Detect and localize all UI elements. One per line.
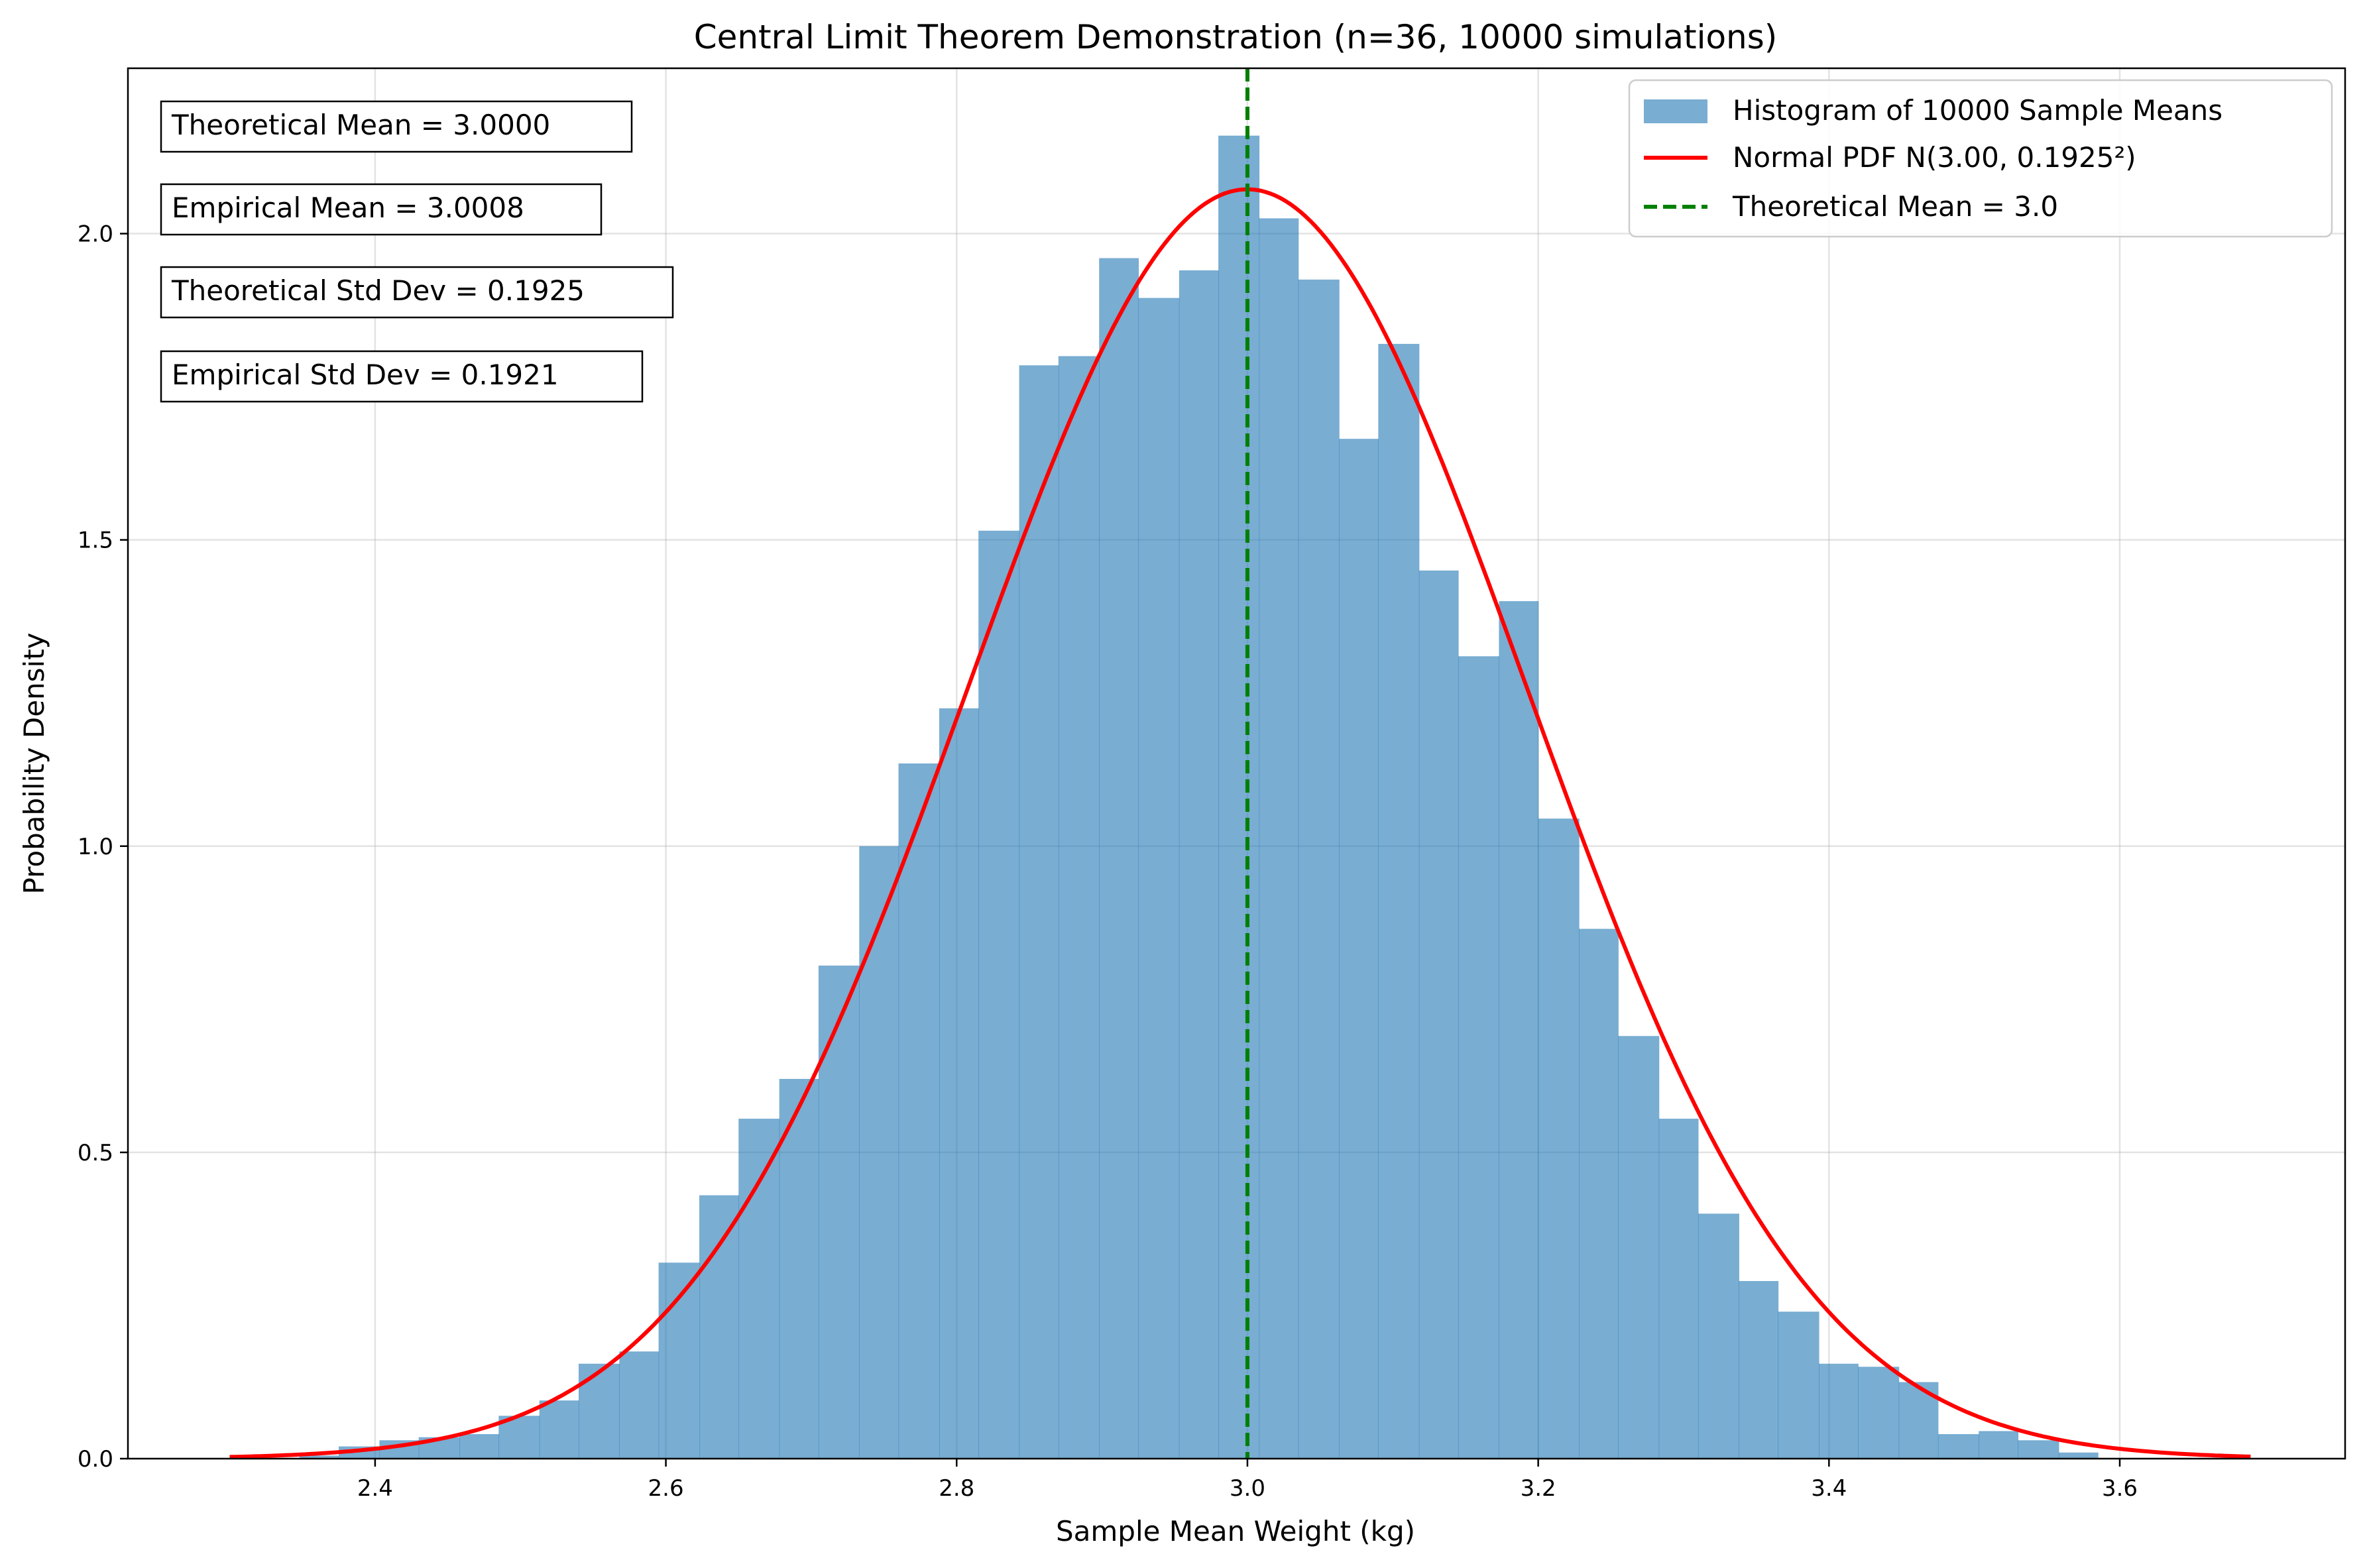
- histogram-bar: [978, 530, 1020, 1459]
- x-tick-label: 2.8: [939, 1475, 974, 1502]
- legend-pdf-label: Normal PDF N(3.00, 0.1925²): [1733, 141, 2136, 174]
- histogram-bar: [1698, 1213, 1739, 1459]
- histogram-bar: [1739, 1280, 1779, 1459]
- y-tick-label: 0.0: [78, 1446, 113, 1473]
- x-tick-label: 2.4: [357, 1475, 393, 1502]
- histogram-bar: [818, 965, 860, 1459]
- plot-frame: [127, 67, 2346, 1460]
- stat-theoretical-std: Theoretical Std Dev = 0.1925: [171, 274, 585, 307]
- y-axis-label: Probability Density: [18, 632, 50, 894]
- histogram-bar: [779, 1078, 819, 1459]
- histogram-bar: [1858, 1367, 1900, 1459]
- x-tick-label: 2.6: [648, 1475, 684, 1502]
- histogram-bar: [1378, 343, 1420, 1459]
- y-tick-label: 0.5: [78, 1140, 113, 1166]
- histogram-bar: [1298, 279, 1340, 1459]
- histogram-bar: [1499, 601, 1539, 1459]
- legend: Histogram of 10000 Sample Means Normal P…: [1628, 79, 2333, 238]
- chart-title: Central Limit Theorem Demonstration (n=3…: [694, 18, 1778, 56]
- histogram-bar: [1339, 439, 1379, 1459]
- histogram-bar: [1019, 365, 1059, 1459]
- x-tick-label: 3.0: [1230, 1475, 1265, 1502]
- x-tick-label: 3.2: [1521, 1475, 1556, 1502]
- legend-histogram-label: Histogram of 10000 Sample Means: [1733, 94, 2222, 127]
- histogram-bar: [1618, 1036, 1660, 1459]
- histogram-bar: [1058, 356, 1100, 1459]
- y-tick-label: 1.0: [78, 834, 113, 860]
- histogram-bar: [1579, 928, 1619, 1459]
- legend-mean-label: Theoretical Mean = 3.0: [1732, 190, 2058, 223]
- histogram-bar: [1418, 570, 1459, 1459]
- normal-pdf-line: [229, 187, 2251, 1459]
- histogram-bars: [299, 135, 2099, 1459]
- histogram-bar: [658, 1262, 700, 1459]
- histogram-bar: [1937, 1434, 1979, 1459]
- histogram-bar: [699, 1195, 739, 1459]
- histogram-bar: [1179, 270, 1219, 1459]
- x-tick-label: 3.6: [2102, 1475, 2138, 1502]
- stat-empirical-mean: Empirical Mean = 3.0008: [172, 192, 524, 224]
- histogram-bar: [1979, 1431, 2019, 1459]
- histogram-bar: [1658, 1119, 1699, 1459]
- stat-box-empirical-std: Empirical Std Dev = 0.1921: [160, 350, 644, 403]
- x-axis-label: Sample Mean Weight (kg): [1056, 1515, 1415, 1547]
- y-axis-ticks: 0.0 0.5 1.0 1.5 2.0: [78, 221, 128, 1473]
- histogram-bar: [738, 1119, 780, 1459]
- x-tick-label: 3.4: [1811, 1475, 1847, 1502]
- stat-box-empirical-mean: Empirical Mean = 3.0008: [160, 183, 603, 236]
- histogram-bar: [1259, 218, 1299, 1459]
- normal-pdf-curve: [229, 187, 2251, 1459]
- histogram-bar: [939, 708, 979, 1459]
- histogram-bar: [1538, 818, 1580, 1459]
- histogram-bar: [578, 1363, 620, 1459]
- histogram-bar: [2018, 1440, 2059, 1459]
- histogram-bar: [299, 1455, 339, 1459]
- histogram-bar: [1778, 1312, 1819, 1459]
- histogram-bar: [898, 763, 940, 1459]
- histogram-bar: [1099, 258, 1139, 1459]
- stat-theoretical-mean: Theoretical Mean = 3.0000: [171, 109, 550, 141]
- x-axis-ticks: 2.4 2.6 2.8 3.0 3.2 3.4 3.6: [357, 1459, 2138, 1502]
- y-tick-label: 2.0: [78, 221, 113, 248]
- legend-histogram-swatch: [1644, 99, 1707, 123]
- y-tick-label: 1.5: [78, 528, 113, 554]
- histogram-bar: [539, 1400, 579, 1459]
- stat-empirical-std: Empirical Std Dev = 0.1921: [172, 359, 559, 391]
- histogram-bar: [459, 1434, 499, 1459]
- histogram-bar: [1458, 656, 1500, 1459]
- histogram-bar: [1138, 298, 1180, 1459]
- histogram-bar: [859, 846, 899, 1459]
- histogram-bar: [498, 1416, 540, 1459]
- histogram-bar: [1818, 1363, 1859, 1459]
- stat-box-theoretical-mean: Theoretical Mean = 3.0000: [160, 100, 633, 153]
- histogram-bar: [1218, 135, 1260, 1459]
- histogram-bar: [619, 1351, 660, 1459]
- stat-box-theoretical-std: Theoretical Std Dev = 0.1925: [160, 266, 674, 319]
- histogram-bar: [2058, 1452, 2099, 1459]
